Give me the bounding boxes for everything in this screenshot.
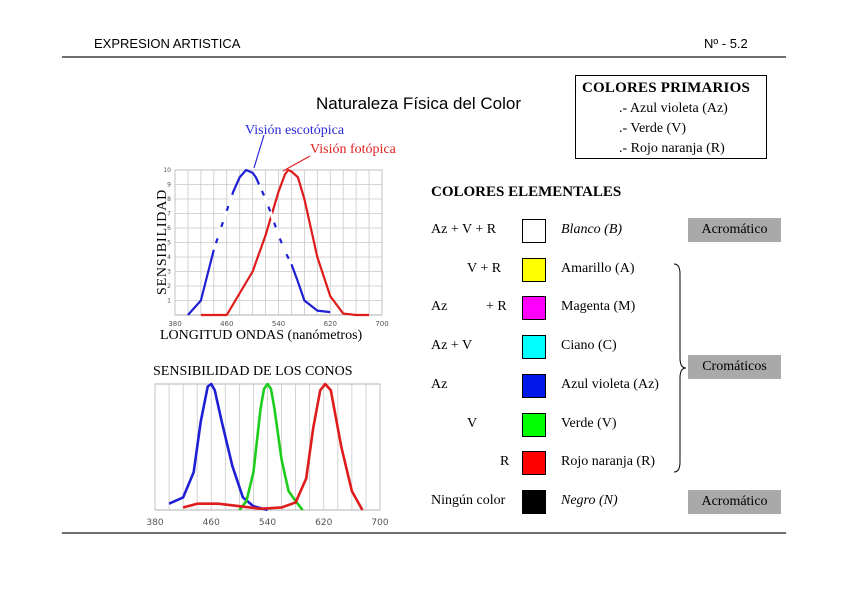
chart-ticks: 1 2 3 4 5 6 7 8 9 10 380 460 540 620 700	[163, 167, 388, 328]
series-dash-gap	[212, 191, 235, 251]
header-title: EXPRESION ARTISTICA	[94, 36, 241, 51]
color-name: Azul violeta (Az)	[561, 376, 659, 392]
color-swatch	[522, 489, 546, 514]
formula-term: + R	[486, 299, 507, 315]
header-divider	[62, 56, 786, 58]
legend-photopic: Visión fotópica	[310, 142, 396, 157]
formula-term: Az + V + R	[431, 222, 497, 237]
chromatic-bracket	[673, 263, 687, 473]
x-tick-label: 460	[220, 320, 233, 328]
y-tick-label: 4	[167, 254, 171, 261]
color-swatch	[522, 296, 546, 321]
formula-term: V + R	[467, 260, 502, 276]
legend-scotopic: Visión escotópica	[245, 123, 345, 138]
x-tick-label: 380	[146, 518, 163, 528]
y-tick-label: 7	[167, 211, 171, 218]
chart-ticks: 380 460 540 620 700	[146, 518, 388, 528]
y-tick-label: 5	[167, 240, 171, 247]
formula-term: Az	[431, 376, 448, 392]
formula-term: Ningún color	[431, 492, 506, 508]
primary-item: .- Rojo naranja (R)	[619, 141, 725, 156]
x-tick-label: 620	[315, 518, 332, 528]
chart-grid	[154, 383, 381, 511]
x-tick-label: 620	[324, 320, 337, 328]
primary-colors-box	[575, 75, 767, 159]
series-photopic	[200, 168, 370, 317]
color-swatch	[522, 335, 546, 360]
chart-series	[187, 168, 370, 317]
y-tick-label: 8	[167, 196, 171, 203]
x-axis-label: LONGITUD ONDAS (nanómetros)	[160, 328, 363, 343]
footer-divider	[62, 532, 786, 534]
legend-pointer-red	[282, 155, 311, 172]
y-tick-label: 6	[167, 225, 171, 232]
x-tick-label: 540	[259, 518, 276, 528]
series-blue-cone	[168, 382, 268, 512]
color-swatch	[522, 219, 546, 243]
x-tick-label: 540	[272, 320, 285, 328]
y-tick-label: 9	[167, 182, 171, 189]
color-swatch	[522, 451, 546, 476]
color-name: Rojo naranja (R)	[561, 454, 656, 470]
x-tick-label: 700	[371, 518, 388, 528]
chromatic-badge: Cromáticos	[688, 355, 781, 379]
chart-series	[168, 382, 364, 512]
color-swatch	[522, 412, 546, 437]
color-name: Amarillo (A)	[561, 260, 635, 276]
y-tick-label: 2	[167, 283, 171, 290]
series-dash-gap	[257, 183, 293, 265]
legend-pointer-blue	[253, 134, 265, 169]
formula-term: Az	[431, 299, 448, 315]
primary-item: .- Azul violeta (Az)	[619, 101, 728, 116]
color-name: Negro (N)	[561, 492, 618, 508]
primary-item: .- Verde (V)	[619, 121, 686, 136]
achromatic-badge-bottom: Acromático	[688, 490, 781, 514]
color-name: Verde (V)	[561, 415, 617, 431]
achromatic-badge-top: Acromático	[688, 218, 781, 242]
series-red-cone	[182, 382, 364, 511]
x-tick-label: 460	[203, 518, 220, 528]
formula-term: V	[467, 415, 478, 431]
color-swatch	[522, 257, 546, 282]
cones-chart-title: SENSIBILIDAD DE LOS CONOS	[153, 364, 353, 379]
page-number: Nº - 5.2	[704, 36, 748, 51]
y-tick-label: 1	[167, 298, 171, 305]
elemental-colors-title: COLORES ELEMENTALES	[431, 184, 622, 200]
x-tick-label: 380	[168, 320, 181, 328]
color-name: Magenta (M)	[561, 299, 636, 315]
primary-colors-title: COLORES PRIMARIOS	[582, 80, 751, 96]
color-name: Ciano (C)	[561, 338, 617, 354]
y-tick-label: 10	[163, 167, 171, 174]
color-swatch	[522, 373, 546, 398]
series-green-cone	[238, 382, 304, 511]
x-tick-label: 700	[375, 320, 388, 328]
formula-term: R	[500, 454, 510, 470]
formula-term: Az + V	[431, 338, 473, 354]
color-name: Blanco (B)	[561, 222, 623, 237]
y-tick-label: 3	[167, 269, 171, 276]
document-title: Naturaleza Física del Color	[316, 94, 522, 113]
